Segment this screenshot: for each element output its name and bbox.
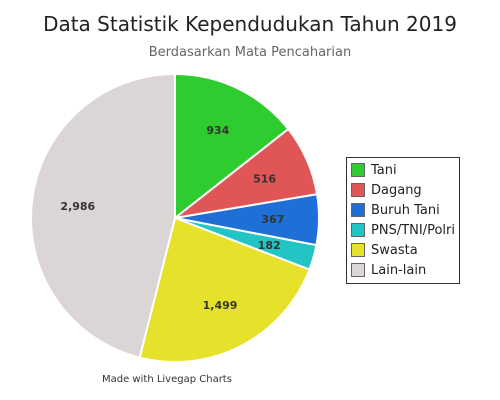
data-label-tani: 934 bbox=[206, 124, 229, 137]
legend-item-pns-tni-polri: PNS/TNI/Polri bbox=[351, 220, 455, 240]
legend-label: Lain-lain bbox=[371, 262, 427, 278]
chart-legend: Tani Dagang Buruh Tani PNS/TNI/Polri Swasta L… bbox=[346, 157, 460, 284]
credit-text: Made with Livegap Charts bbox=[102, 374, 232, 385]
legend-swatch bbox=[351, 183, 365, 197]
pie-slice-lain-lain bbox=[30, 72, 176, 359]
data-label-lain-lain: 2,986 bbox=[60, 200, 95, 213]
data-label-pns-tni-polri: 182 bbox=[258, 239, 281, 252]
data-label-swasta: 1,499 bbox=[203, 299, 238, 312]
legend-label: Buruh Tani bbox=[371, 202, 440, 218]
legend-item-dagang: Dagang bbox=[351, 180, 455, 200]
legend-label: Dagang bbox=[371, 182, 422, 198]
pie-slice-tani bbox=[174, 72, 290, 221]
legend-item-tani: Tani bbox=[351, 160, 455, 180]
legend-label: Tani bbox=[371, 162, 397, 178]
legend-swatch bbox=[351, 203, 365, 217]
legend-item-swasta: Swasta bbox=[351, 240, 455, 260]
chart-title: Data Statistik Kependudukan Tahun 2019 bbox=[43, 12, 457, 36]
legend-swatch bbox=[351, 163, 365, 177]
legend-swatch bbox=[351, 223, 365, 237]
legend-item-buruh-tani: Buruh Tani bbox=[351, 200, 455, 220]
data-label-dagang: 516 bbox=[253, 172, 276, 185]
legend-item-lain-lain: Lain-lain bbox=[351, 260, 455, 280]
legend-label: PNS/TNI/Polri bbox=[371, 222, 455, 238]
legend-swatch bbox=[351, 263, 365, 277]
legend-swatch bbox=[351, 243, 365, 257]
chart-subtitle: Berdasarkan Mata Pencaharian bbox=[148, 45, 352, 60]
pie-slice-swasta bbox=[138, 216, 311, 363]
data-label-buruh-tani: 367 bbox=[261, 213, 284, 226]
legend-label: Swasta bbox=[371, 242, 418, 258]
